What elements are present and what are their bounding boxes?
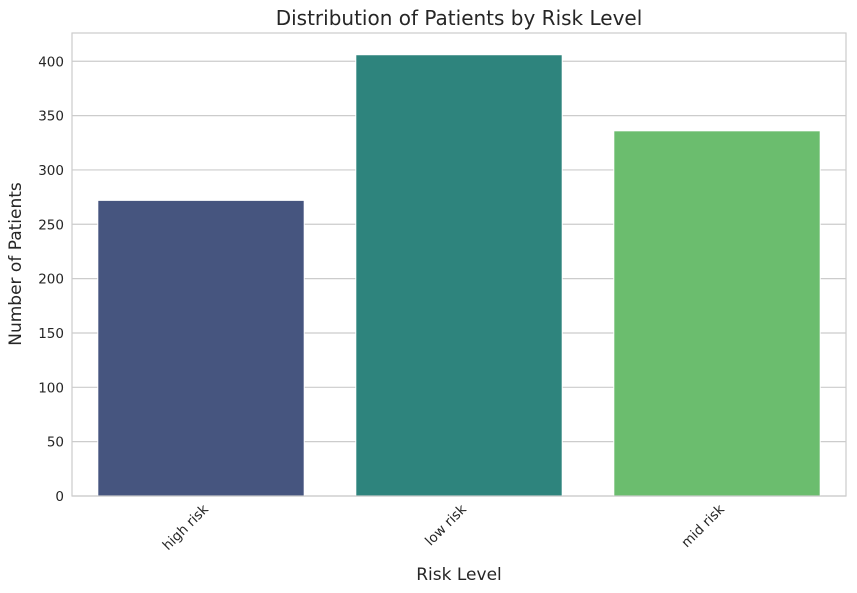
y-tick-label: 400 <box>38 54 64 70</box>
bar-high-risk <box>97 199 305 497</box>
y-tick-label: 0 <box>55 489 64 505</box>
y-tick-label: 150 <box>38 326 64 342</box>
y-tick-label: 200 <box>38 272 64 288</box>
x-tick-label: low risk <box>422 501 470 549</box>
x-tick-label: high risk <box>160 501 212 553</box>
x-axis-label: Risk Level <box>416 565 502 585</box>
y-tick-label: 300 <box>38 163 64 179</box>
y-tick-label: 350 <box>38 109 64 125</box>
bar-low-risk <box>355 54 563 497</box>
plot-frame <box>71 32 847 497</box>
y-tick-label: 250 <box>38 217 64 233</box>
bars <box>97 54 821 497</box>
bar-mid-risk <box>613 130 821 497</box>
y-tick-labels: 0 50 100 150 200 250 300 350 400 <box>38 54 64 505</box>
y-tick-label: 100 <box>38 380 64 396</box>
x-tick-labels: high risk low risk mid risk <box>160 501 728 553</box>
chart-title: Distribution of Patients by Risk Level <box>276 6 643 30</box>
y-axis-label: Number of Patients <box>6 182 26 346</box>
y-tick-label: 50 <box>47 435 64 451</box>
x-tick-label: mid risk <box>678 501 728 551</box>
